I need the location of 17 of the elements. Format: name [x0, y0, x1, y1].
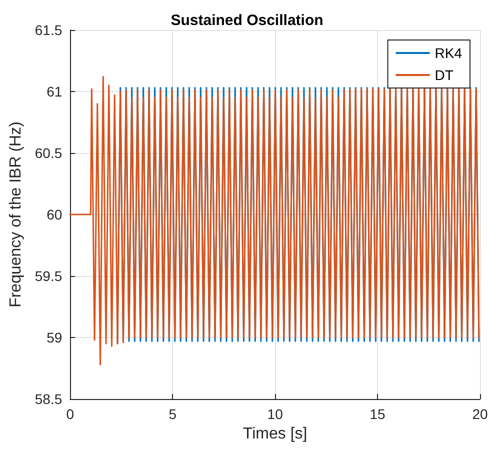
y-tick-label: 59.5	[34, 268, 62, 284]
chart-title: Sustained Oscillation	[170, 12, 324, 29]
x-tick-label: 5	[168, 406, 177, 422]
y-tick-label: 60	[46, 206, 62, 222]
x-tick-label: 0	[66, 406, 74, 422]
legend-label: RK4	[434, 45, 462, 61]
x-tick-label: 15	[370, 406, 386, 422]
x-axis-title: Times [s]	[242, 425, 308, 442]
x-tick-label: 20	[472, 406, 488, 422]
y-tick-label: 61	[46, 84, 62, 100]
legend-label: DT	[434, 67, 454, 83]
y-axis-title: Frequency of the IBR (Hz)	[8, 122, 24, 308]
y-tick-label: 58.5	[34, 391, 62, 407]
y-tick-label: 60.5	[34, 145, 62, 161]
y-tick-label: 59	[46, 330, 62, 346]
y-tick-label: 61.5	[34, 22, 62, 38]
x-tick-label: 10	[267, 406, 284, 422]
